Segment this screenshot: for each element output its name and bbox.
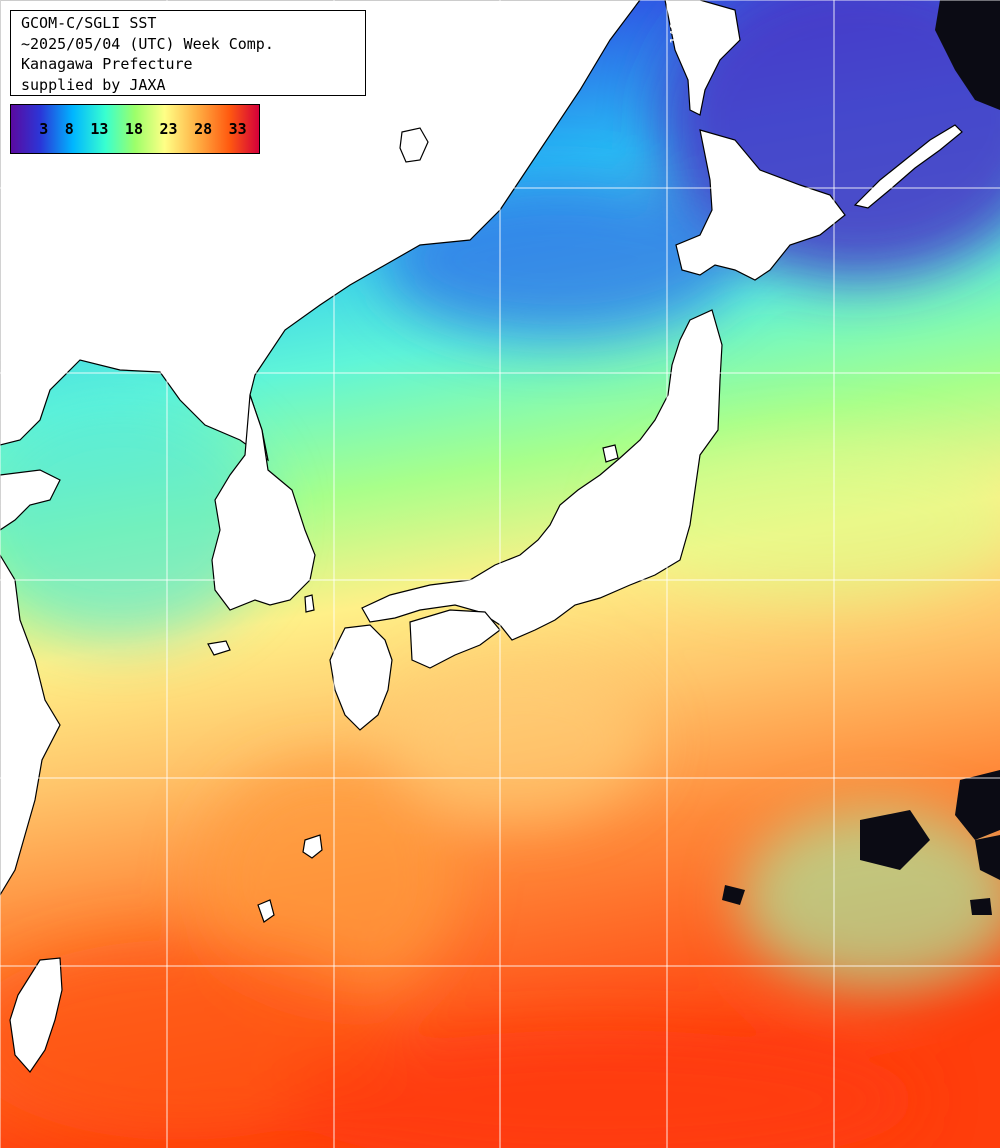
kuril-islands xyxy=(853,124,963,209)
colorbar-tick: 18 xyxy=(124,120,143,138)
colorbar-tick: 13 xyxy=(90,120,109,138)
honshu xyxy=(361,309,723,641)
korean-peninsula xyxy=(211,394,316,611)
amami-island xyxy=(257,899,275,923)
colorbar-tick: 23 xyxy=(159,120,178,138)
taiwan xyxy=(9,957,63,1073)
jeju-island xyxy=(207,640,231,656)
tsushima-island xyxy=(304,594,315,613)
colorbar-tick: 28 xyxy=(194,120,213,138)
colorbar-tick: 33 xyxy=(228,120,247,138)
hokkaido xyxy=(675,129,846,281)
china-east-coast xyxy=(0,553,61,897)
colorbar-tick: 8 xyxy=(64,120,74,138)
colorbar-legend: 3 8 13 18 23 28 33 xyxy=(10,104,260,154)
title-line-3: Kanagawa Prefecture xyxy=(21,55,193,73)
sado-island xyxy=(602,444,619,463)
cloud-mask-patches xyxy=(722,0,1000,915)
shikoku xyxy=(409,609,501,669)
latitude-label: 30N xyxy=(16,353,38,367)
sakhalin xyxy=(664,0,741,116)
shandong-coast xyxy=(0,469,61,531)
title-line-4: supplied by JAXA xyxy=(21,75,166,94)
kyushu xyxy=(329,624,393,731)
okinawa-island xyxy=(302,834,323,859)
colorbar-tick: 3 xyxy=(39,120,49,138)
colorbar-gradient xyxy=(11,105,259,153)
title-line-2: ~2025/05/04 (UTC) Week Comp. xyxy=(21,34,274,53)
rishiri-island xyxy=(399,127,429,163)
title-line-1: GCOM-C/SGLI SST xyxy=(21,14,157,32)
title-box: GCOM-C/SGLI SST ~2025/05/04 (UTC) Week C… xyxy=(10,10,366,96)
longitude-label: 140E xyxy=(668,15,682,44)
